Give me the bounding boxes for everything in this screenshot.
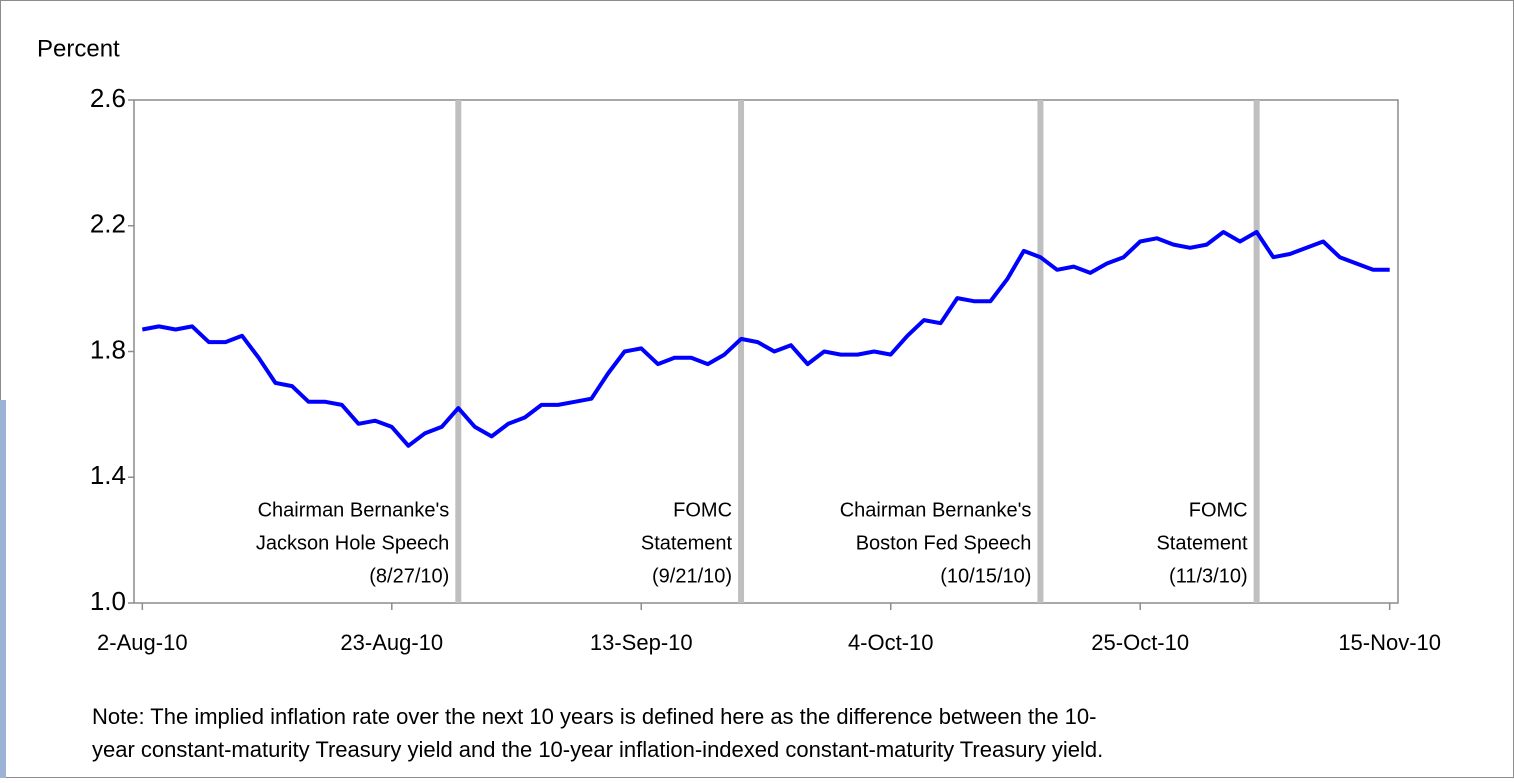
annotation: Boston Fed Speech [856,532,1032,554]
note: year constant-maturity Treasury yield an… [92,737,1103,762]
annotation: Chairman Bernanke's [840,499,1032,521]
y-tick-label: 1.8 [90,334,126,364]
edge-strip [0,400,6,778]
annotation: FOMC [1189,499,1248,521]
annotation: FOMC [673,499,732,521]
y-tick-label: 1.0 [90,586,126,616]
x-tick-label: 23-Aug-10 [340,630,443,655]
x-tick-label: 15-Nov-10 [1338,630,1441,655]
annotation: Jackson Hole Speech [256,532,449,554]
y-tick-label: 2.6 [90,83,126,113]
annotation: Statement [1156,532,1248,554]
x-tick-label: 2-Aug-10 [97,630,188,655]
annotation: (8/27/10) [369,565,449,587]
annotation: Chairman Bernanke's [258,499,450,521]
annotation: (11/3/10) [1169,565,1248,587]
y-tick-label: 1.4 [90,460,126,490]
note: Note: The implied inflation rate over th… [92,704,1096,729]
x-tick-label: 13-Sep-10 [590,630,693,655]
y-tick-label: 2.2 [90,209,126,239]
x-tick-label: 4-Oct-10 [848,630,934,655]
annotation: (9/21/10) [652,565,732,587]
x-tick-label: 25-Oct-10 [1091,630,1189,655]
line-series [141,230,1390,448]
annotation: (10/15/10) [940,565,1031,587]
annotation: Statement [641,532,733,554]
y-axis-label: Percent [37,35,120,62]
